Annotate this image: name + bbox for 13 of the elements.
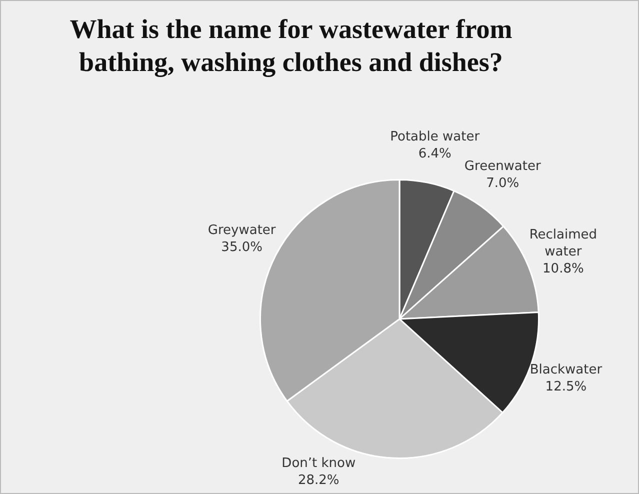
slice-label: Reclaimed water	[529, 227, 598, 260]
data-label: 10.8%	[542, 261, 584, 276]
data-label: 35.0%	[221, 240, 262, 255]
slice-label: Greywater	[208, 222, 276, 238]
slice-label: Blackwater	[530, 362, 603, 378]
data-label: 12.5%	[545, 380, 587, 395]
slice-label: Don’t know	[282, 456, 356, 471]
slice-label: Greenwater	[464, 159, 542, 174]
slice-label: Potable water	[390, 130, 480, 145]
data-label: 28.2%	[298, 472, 340, 488]
data-label: 7.0%	[486, 176, 520, 192]
data-label: 6.4%	[418, 146, 452, 162]
chart-title: What is the name for wastewater from bathing, washing clothes and dishes?	[68, 13, 514, 79]
